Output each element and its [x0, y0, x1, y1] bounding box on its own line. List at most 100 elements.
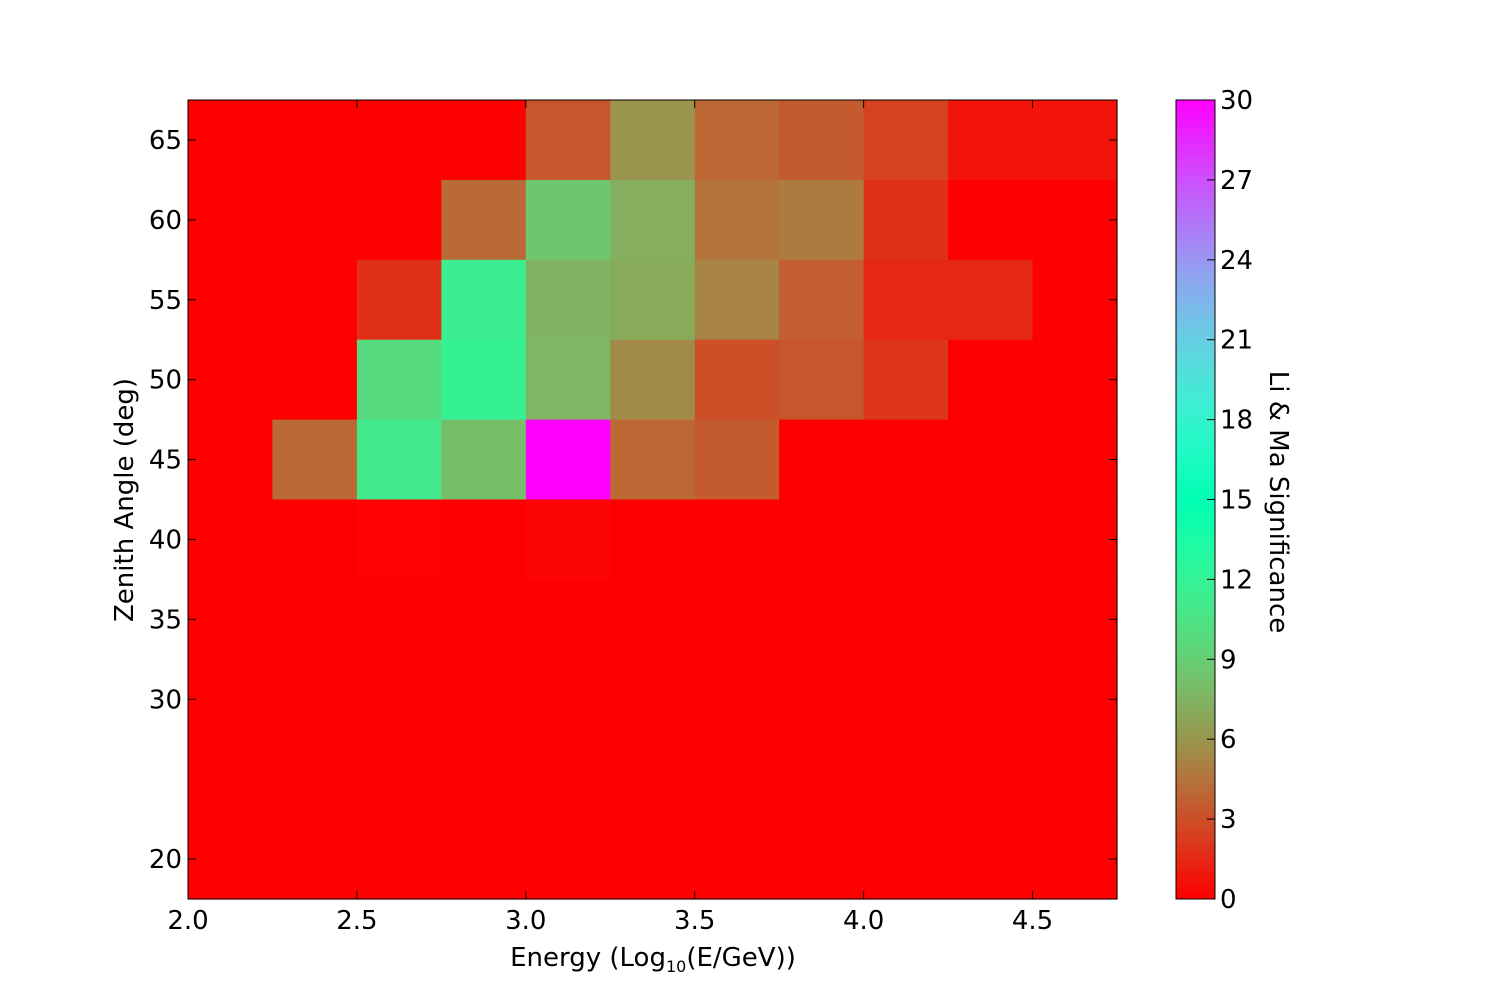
heatmap-cell: [694, 499, 780, 580]
heatmap-cell: [948, 579, 1034, 660]
heatmap-cell: [779, 499, 865, 580]
heatmap-cell: [441, 419, 527, 501]
heatmap-cell: [863, 259, 949, 341]
heatmap-cell: [948, 739, 1034, 820]
y-tick-label: 65: [149, 126, 182, 156]
heatmap-cell: [1032, 259, 1118, 341]
heatmap-cell: [356, 339, 442, 421]
heatmap-cell: [779, 100, 865, 181]
heatmap-cells: [188, 100, 1118, 900]
heatmap-cell: [188, 419, 274, 501]
heatmap-cell: [441, 659, 527, 740]
heatmap-cell: [188, 499, 274, 580]
heatmap-cell: [441, 179, 527, 261]
heatmap-cell: [1032, 819, 1118, 900]
heatmap-cell: [694, 739, 780, 820]
x-axis-label: Energy (Log10(E/GeV)): [510, 943, 796, 976]
heatmap-cell: [272, 179, 358, 261]
heatmap-cell: [525, 819, 611, 900]
colorbar-tick-label: 18: [1220, 406, 1253, 436]
heatmap-cell: [863, 819, 949, 900]
heatmap-cell: [441, 259, 527, 341]
heatmap-cell: [356, 739, 442, 820]
x-tick-label: 2.0: [167, 906, 208, 936]
heatmap-cell: [356, 259, 442, 341]
heatmap-cell: [188, 259, 274, 341]
x-axis: 2.0 2.5 3.0 3.5 4.0 4.5: [167, 100, 1053, 936]
heatmap-cell: [525, 499, 611, 580]
heatmap-cell: [356, 499, 442, 580]
heatmap-cell: [188, 579, 274, 660]
heatmap-cell: [779, 579, 865, 660]
heatmap-cell: [525, 659, 611, 740]
heatmap-cell: [694, 339, 780, 421]
heatmap-cell: [694, 100, 780, 181]
heatmap-cell: [272, 819, 358, 900]
colorbar-tick-label: 3: [1220, 805, 1237, 835]
x-tick-label: 2.5: [336, 906, 377, 936]
heatmap-cell: [525, 739, 611, 820]
heatmap-cell: [610, 259, 696, 341]
heatmap-cell: [948, 259, 1034, 341]
heatmap-cell: [441, 579, 527, 660]
heatmap-cell: [525, 179, 611, 261]
colorbar-label: Li & Ma Significance: [1263, 371, 1293, 633]
heatmap-cell: [694, 179, 780, 261]
heatmap-cell: [948, 419, 1034, 501]
heatmap-cell: [694, 579, 780, 660]
heatmap-cell: [610, 499, 696, 580]
heatmap-cell: [779, 819, 865, 900]
heatmap-cell: [272, 739, 358, 820]
y-tick-label: 30: [149, 685, 182, 715]
heatmap-cell: [272, 100, 358, 181]
heatmap-cell: [610, 179, 696, 261]
heatmap-cell: [188, 819, 274, 900]
heatmap-cell: [441, 739, 527, 820]
heatmap-cell: [1032, 579, 1118, 660]
heatmap-cell: [441, 819, 527, 900]
heatmap-cell: [356, 819, 442, 900]
plot-frame: [187, 99, 1118, 900]
heatmap-cell: [188, 100, 274, 181]
heatmap-cell: [356, 100, 442, 181]
x-tick-label: 3.5: [674, 906, 715, 936]
heatmap-cell: [610, 659, 696, 740]
heatmap-cell: [610, 739, 696, 820]
colorbar-tick-label: 15: [1220, 486, 1253, 516]
y-tick-label: 35: [149, 605, 182, 635]
heatmap-cell: [356, 179, 442, 261]
heatmap-cell: [779, 339, 865, 421]
heatmap-cell: [272, 419, 358, 501]
x-tick-label: 4.0: [843, 906, 884, 936]
heatmap-cell: [863, 419, 949, 501]
heatmap-cell: [610, 100, 696, 181]
heatmap-cell: [188, 179, 274, 261]
heatmap-cell: [610, 819, 696, 900]
heatmap-cell: [694, 419, 780, 501]
colorbar-ticks: 0 3 6 9 12 15 18 21 24 27 30: [1207, 86, 1253, 915]
y-tick-label: 40: [149, 525, 182, 555]
colorbar-tick-label: 12: [1220, 565, 1253, 595]
heatmap-cell: [779, 419, 865, 501]
heatmap-cell: [948, 499, 1034, 580]
heatmap-cell: [779, 179, 865, 261]
y-axis: 20 30 35 40 45 50 55 60 65: [149, 126, 1117, 875]
colorbar-tick-label: 0: [1220, 885, 1237, 915]
heatmap-cell: [694, 819, 780, 900]
heatmap-cell: [863, 179, 949, 261]
heatmap-cell: [272, 499, 358, 580]
heatmap-cell: [610, 579, 696, 660]
heatmap-cell: [356, 579, 442, 660]
heatmap-cell: [779, 659, 865, 740]
heatmap-cell: [272, 579, 358, 660]
heatmap-cell: [525, 259, 611, 341]
heatmap-cell: [948, 819, 1034, 900]
heatmap-cell: [1032, 339, 1118, 421]
y-tick-label: 45: [149, 446, 182, 476]
colorbar-tick-label: 9: [1220, 645, 1237, 675]
heatmap-cell: [1032, 499, 1118, 580]
y-tick-label: 50: [149, 366, 182, 396]
colorbar-tick-label: 21: [1220, 326, 1253, 356]
heatmap-cell: [525, 339, 611, 421]
